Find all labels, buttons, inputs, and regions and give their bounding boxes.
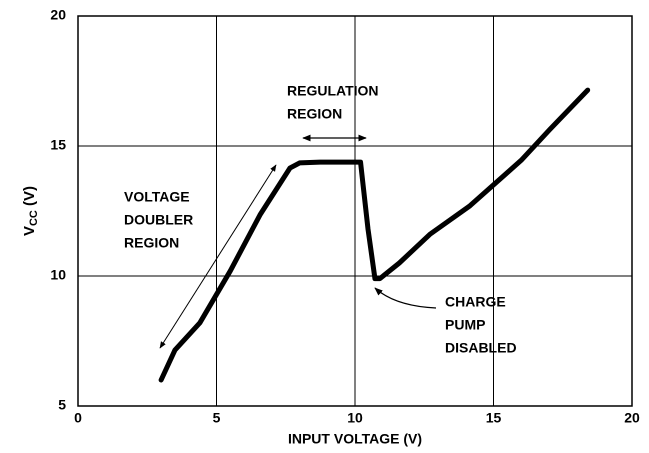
y-tick-label: 5 <box>58 397 66 413</box>
annotation: REGION <box>287 106 342 122</box>
x-tick-label: 15 <box>486 410 502 426</box>
x-tick-label: 5 <box>213 410 221 426</box>
y-label-sub: CC <box>28 210 40 226</box>
y-tick-label: 10 <box>50 267 66 283</box>
y-axis-label: VCC (V) <box>21 186 40 236</box>
y-tick-label: 20 <box>50 7 66 23</box>
data-line <box>158 87 591 383</box>
annotation: PUMP <box>445 317 485 333</box>
charge-pump-arrow <box>374 287 437 309</box>
x-tick-label: 20 <box>624 410 640 426</box>
annotation: REGULATION <box>287 83 379 99</box>
y-tick-label: 15 <box>50 137 66 153</box>
annotation: REGION <box>124 235 179 251</box>
x-axis-label: INPUT VOLTAGE (V) <box>288 431 422 447</box>
y-label-main: V <box>21 226 38 236</box>
x-tick-label: 0 <box>74 410 82 426</box>
annotation: DISABLED <box>445 340 517 356</box>
annotation: CHARGE <box>445 294 506 310</box>
doubler-arrow <box>159 164 277 349</box>
y-label-unit: (V) <box>21 186 38 206</box>
x-tick-label: 10 <box>347 410 363 426</box>
annotation: DOUBLER <box>124 212 193 228</box>
annotation: VOLTAGE <box>124 189 190 205</box>
